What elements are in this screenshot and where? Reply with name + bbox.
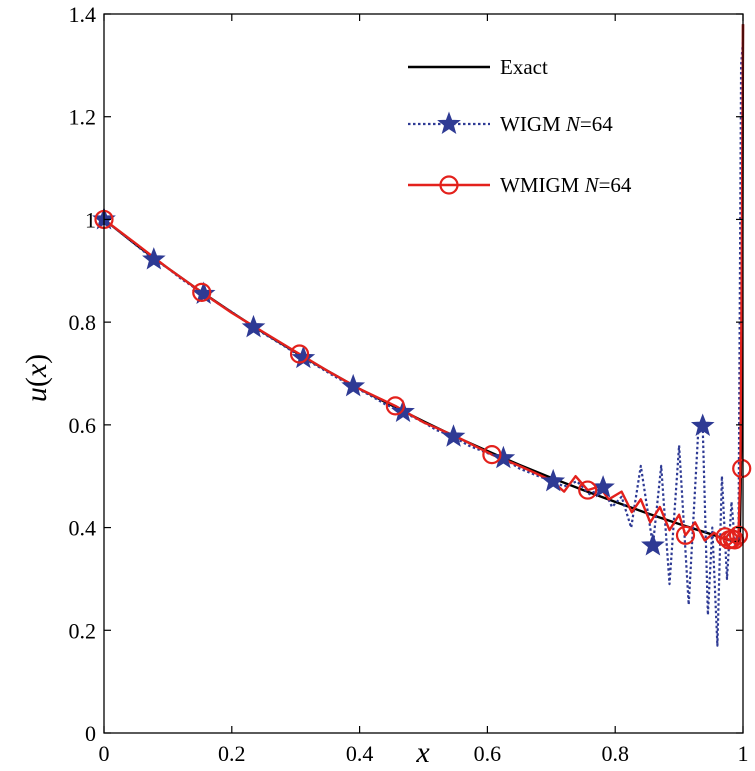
marker-circle-wmigm-n-64 <box>289 344 310 364</box>
y-tick-label: 1.2 <box>69 105 97 130</box>
x-tick-label: 0.8 <box>601 741 629 766</box>
marker-circle-wmigm-n-64 <box>192 282 212 302</box>
y-axis-label: u(x) <box>20 354 53 402</box>
legend-label-exact: Exact <box>500 55 548 79</box>
legend-label-main: WIGM <box>500 112 566 136</box>
legend-label-main: WMIGM <box>500 173 585 197</box>
marker-circle-wmigm-n-64 <box>732 458 752 479</box>
marker-star-wigm-n-64 <box>591 475 615 498</box>
series-layer <box>92 24 752 647</box>
legend-label-tail: =64 <box>599 173 632 197</box>
y-tick-label: 0 <box>85 721 96 746</box>
series-line-wmigm-n-64 <box>103 24 745 542</box>
x-tick-label: 1 <box>738 741 749 766</box>
y-tick-label: 1 <box>85 207 96 232</box>
marker-star-wigm-n-64 <box>291 345 316 369</box>
marker-circle-wmigm-n-64 <box>675 525 696 545</box>
x-tick-label: 0.4 <box>346 741 374 766</box>
marker-star-wigm-n-64 <box>191 281 216 304</box>
marker-star-wigm-n-64 <box>541 468 566 492</box>
legend-label-main: Exact <box>500 55 548 79</box>
marker-star-wigm-n-64 <box>441 424 466 447</box>
marker-circle-wmigm-n-64 <box>482 445 502 465</box>
legend-label-ital: N <box>565 112 581 136</box>
legend-label-wigm-n-64: WIGM N=64 <box>500 112 613 136</box>
y-tick-label: 0.2 <box>69 618 97 643</box>
y-tick-label: 0.6 <box>69 413 97 438</box>
marker-star-wigm-n-64 <box>341 373 366 397</box>
plot-frame <box>103 13 744 734</box>
legend-marker-wigm-n-64 <box>437 111 461 135</box>
legend-marker-wmigm-n-64 <box>439 175 459 195</box>
marker-star-wigm-n-64 <box>241 314 266 338</box>
x-axis-label: x <box>415 736 430 769</box>
x-tick-label: 0 <box>99 741 110 766</box>
y-axis-label-func: u <box>20 387 53 402</box>
x-tick-label: 0.6 <box>474 741 502 766</box>
marker-circle-wmigm-n-64 <box>385 396 405 416</box>
marker-circle-wmigm-n-64 <box>728 525 749 545</box>
legend-label-wmigm-n-64: WMIGM N=64 <box>500 173 632 197</box>
marker-circle-wmigm-n-64 <box>578 480 598 500</box>
series-line-wigm-n-64 <box>103 39 745 647</box>
legend-label-ital: N <box>584 173 600 197</box>
x-tick-label: 0.2 <box>218 741 246 766</box>
y-axis-label-open: ( <box>20 377 53 387</box>
marker-star-wigm-n-64 <box>142 247 166 270</box>
marker-star-wigm-n-64 <box>491 445 516 469</box>
y-tick-label: 1.4 <box>69 2 97 27</box>
axes-layer: 0 0.2 0.4 0.6 0.8 1 0 0.2 0.4 0.6 0.8 1 1.2 1.4 <box>69 2 749 766</box>
y-tick-label: 0.8 <box>69 310 97 335</box>
marker-star-wigm-n-64 <box>690 413 715 436</box>
y-axis-label-var: x <box>20 363 53 378</box>
y-tick-label: 0.4 <box>69 516 97 541</box>
legend-label-tail: =64 <box>580 112 613 136</box>
y-axis-label-close: ) <box>20 354 53 364</box>
marker-star-wigm-n-64 <box>641 533 665 556</box>
